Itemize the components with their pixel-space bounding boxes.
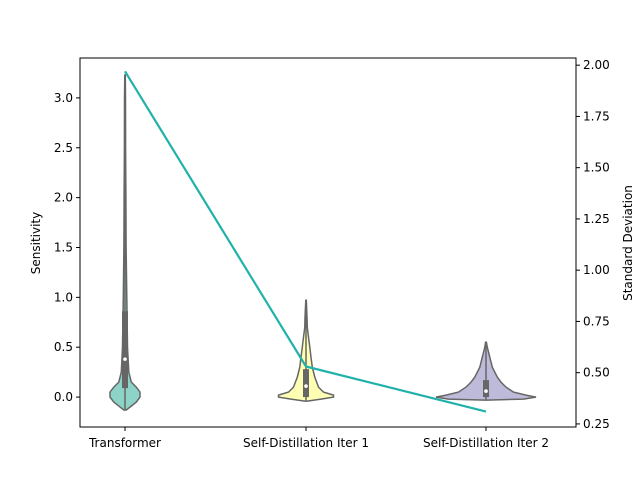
right-tick-label: 0.50 — [583, 366, 610, 380]
std-dev-line — [124, 70, 487, 413]
x-tick-label: Self-Distillation Iter 1 — [243, 436, 369, 450]
right-axis-title: Standard Deviation — [621, 185, 635, 301]
median-marker-3 — [484, 389, 488, 393]
left-axis-title: Sensitivity — [29, 212, 43, 274]
boxes-group — [122, 74, 489, 411]
left-tick-label: 3.0 — [54, 91, 73, 105]
left-tick-label: 1.5 — [54, 240, 73, 254]
x-tick-label: Self-Distillation Iter 2 — [423, 436, 549, 450]
right-tick-label: 1.00 — [583, 263, 610, 277]
right-tick-label: 1.50 — [583, 161, 610, 175]
right-tick-label: 2.00 — [583, 58, 610, 72]
violins-group — [109, 74, 537, 411]
left-tick-label: 0.5 — [54, 340, 73, 354]
iqr-box-2 — [303, 369, 309, 398]
left-tick-label: 2.0 — [54, 191, 73, 205]
median-marker-1 — [123, 357, 127, 361]
left-tick-label: 1.0 — [54, 290, 73, 304]
plot-frame — [79, 57, 577, 428]
right-tick-label: 1.25 — [583, 212, 610, 226]
x-tick-label: Transformer — [88, 436, 161, 450]
x-axis-ticks: Transformer Self-Distillation Iter 1 Self-… — [88, 427, 549, 450]
right-tick-label: 0.75 — [583, 314, 610, 328]
right-tick-label: 1.75 — [583, 109, 610, 123]
left-tick-label: 0.0 — [54, 390, 73, 404]
iqr-box-3 — [483, 380, 489, 398]
right-tick-label: 0.25 — [583, 417, 610, 431]
left-axis-ticks: 0.0 0.5 1.0 1.5 2.0 2.5 3.0 — [54, 91, 80, 404]
median-marker-2 — [304, 384, 308, 388]
left-tick-label: 2.5 — [54, 141, 73, 155]
std-line-group — [124, 70, 487, 413]
right-axis-ticks: 0.25 0.50 0.75 1.00 1.25 1.50 1.75 2.00 — [576, 58, 610, 431]
iqr-box-1 — [122, 311, 128, 389]
